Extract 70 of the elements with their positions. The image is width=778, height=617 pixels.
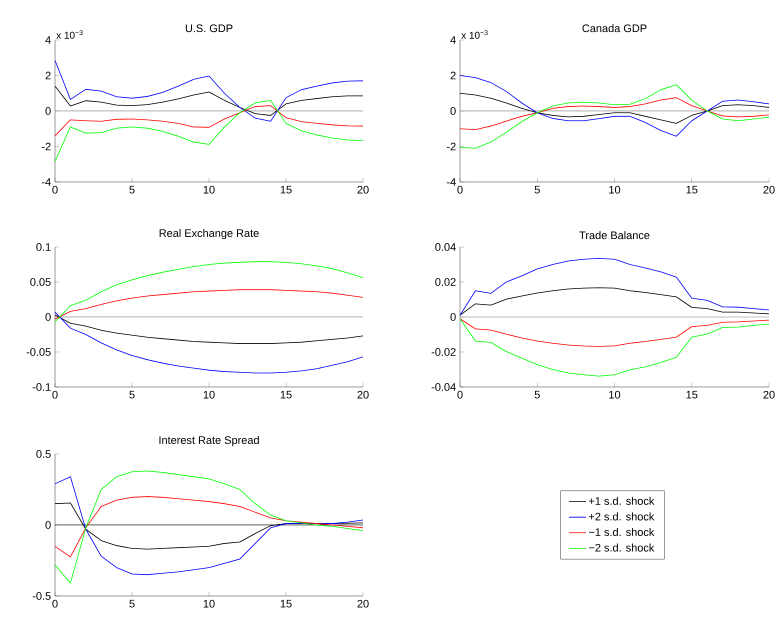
line-series <box>460 258 770 316</box>
y-tick-label: 0 <box>450 313 456 321</box>
x-tick-label: 5 <box>534 390 540 398</box>
x-tick-label: 0 <box>52 600 58 608</box>
line-series <box>54 312 364 374</box>
x-tick-label: 5 <box>534 186 540 194</box>
y-tick-label: 0.05 <box>30 278 51 286</box>
x-tick-label: 20 <box>357 600 369 608</box>
y-tick-label: 2 <box>46 72 51 80</box>
x-tick-label: 5 <box>129 390 135 398</box>
line-series <box>460 318 770 347</box>
x-tick-label: 0 <box>457 390 463 399</box>
y-tick-label: 4 <box>45 36 51 44</box>
y-tick-label: 0 <box>45 313 51 321</box>
y-tick-label: 0.02 <box>435 278 456 286</box>
line-series <box>460 318 770 377</box>
line-series <box>54 105 364 136</box>
x-tick-label: 5 <box>129 186 135 194</box>
x-tick-label: 10 <box>609 186 620 194</box>
y-tick-label: 0 <box>45 521 51 529</box>
x-tick-label: 0 <box>52 186 58 194</box>
y-tick-label: -2 <box>42 142 51 150</box>
chart-title: Trade Balance <box>579 231 650 240</box>
y-tick-label: 2 <box>450 72 456 80</box>
chart-title: Real Exchange Rate <box>160 228 259 240</box>
x-tick-label: 0 <box>457 186 463 194</box>
y-tick-label: -0.02 <box>432 348 456 356</box>
y-tick-label: -0.04 <box>432 383 456 391</box>
line-series <box>54 496 364 558</box>
legend-label: +2 s.d. shock <box>588 512 654 520</box>
y-tick-label: -0.5 <box>32 592 51 600</box>
x-tick-label: 0 <box>52 390 58 399</box>
chart-title: Canada GDP <box>582 24 647 32</box>
line-series <box>54 100 364 162</box>
x-tick-label: 10 <box>204 186 215 194</box>
y-tick-label: -0.1 <box>32 383 51 391</box>
x-tick-label: 15 <box>280 186 292 194</box>
y-tick-label: 0 <box>45 107 51 115</box>
x-tick-label: 5 <box>129 600 135 608</box>
line-series <box>460 75 770 137</box>
y-tick-label: -4 <box>42 178 51 186</box>
line-series <box>460 97 770 130</box>
x-tick-label: 20 <box>357 186 369 194</box>
x-tick-label: 10 <box>204 600 215 608</box>
x-tick-label: 10 <box>609 390 620 399</box>
line-series <box>460 84 770 149</box>
legend-label: +1 s.d. shock <box>588 496 654 505</box>
chart-title: Interest Rate Spread <box>159 436 259 446</box>
legend-label: −2 s.d. shock <box>588 544 654 552</box>
y-tick-label: 0.1 <box>36 243 51 251</box>
x-tick-label: 15 <box>686 390 698 398</box>
x-tick-label: 15 <box>280 390 292 398</box>
chart-title: U.S. GDP <box>186 24 232 32</box>
y-tick-label: 4 <box>450 36 456 44</box>
x-tick-label: 15 <box>686 186 698 194</box>
y-tick-label: -2 <box>446 142 456 150</box>
y-tick-label: -4 <box>446 178 456 186</box>
y-tick-label: 0 <box>450 107 456 115</box>
y-tick-label: -0.05 <box>26 348 51 356</box>
y-tick-label: 0.04 <box>435 243 456 251</box>
y-tick-label: 0.5 <box>36 450 51 458</box>
x-tick-label: 20 <box>763 390 775 399</box>
x-tick-label: 20 <box>763 186 775 194</box>
x-tick-label: 10 <box>204 390 215 399</box>
text: x 10$^{−3}$ <box>56 30 83 39</box>
text: x 10$^{−3}$ <box>461 30 488 39</box>
x-tick-label: 15 <box>280 600 292 608</box>
x-tick-label: 20 <box>357 390 369 399</box>
legend-label: −1 s.d. shock <box>588 528 654 536</box>
line-series <box>54 60 364 122</box>
